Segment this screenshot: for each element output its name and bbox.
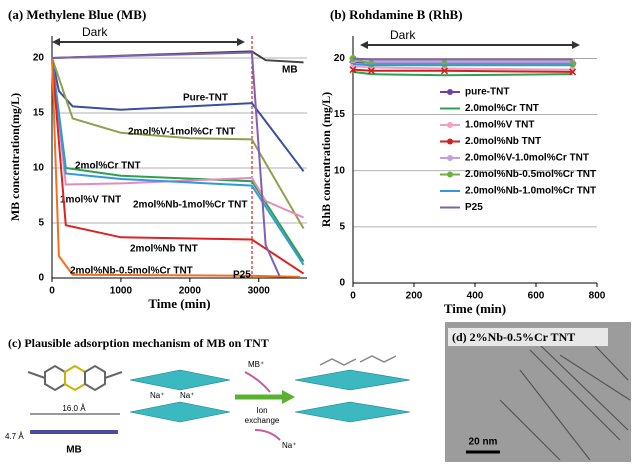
figure: (c) Plausible adsorption mechanism of MB… (0, 0, 633, 464)
series-line (52, 58, 304, 171)
panel-title: (d) 2%Nb-0.5%Cr TNT (452, 330, 575, 344)
length-label: 16.0 Å (62, 404, 86, 413)
thickness-label: 4.7 Å (5, 432, 24, 441)
arrow (255, 430, 280, 440)
series-label: 2mol%Nb TNT (130, 244, 198, 255)
series-label: 2mol%V-1mol%Cr TNT (128, 127, 235, 138)
x-tick-label: 0 (49, 286, 55, 297)
chart-title: (b) Rohdamine B (RhB) (330, 7, 463, 22)
ion-label: Na⁺ (282, 441, 296, 450)
series-line (353, 58, 573, 59)
legend-label: 2.0mol%Nb TNT (465, 136, 541, 147)
adsorbed-molecules (320, 356, 396, 365)
legend-label: 1.0mol%V TNT (465, 120, 534, 131)
marker (569, 61, 576, 68)
y-tick-label: 10 (33, 163, 45, 174)
y-tick-label: 5 (38, 218, 44, 229)
series-label: 1mol%V TNT (60, 195, 121, 206)
y-tick-label: 10 (334, 165, 346, 176)
legend-label: P25 (465, 202, 483, 213)
molecule-label: MB (66, 445, 82, 456)
x-tick-label: 400 (467, 291, 484, 302)
legend-label: pure-TNT (465, 87, 509, 98)
legend-label: 2.0mol%Nb-0.5mol%Cr TNT (465, 169, 596, 180)
y-axis-label: MB concentration(mg/L) (8, 93, 22, 221)
series-line (353, 61, 573, 62)
legend-marker (447, 139, 453, 145)
molecule-drawing (28, 366, 122, 432)
ion-label: MB⁺ (248, 360, 264, 369)
x-tick-label: 3000 (248, 286, 271, 297)
legend-label: 2.0mol%Nb-1.0mol%Cr TNT (465, 186, 596, 197)
x-axis-label: Time (min) (444, 301, 506, 316)
series-label: Pure-TNT (183, 93, 228, 104)
series-line (353, 66, 573, 69)
x-tick-label: 2000 (179, 286, 202, 297)
panel-d: (d) 2%Nb-0.5%Cr TNT 20 nm (445, 322, 631, 462)
legend-label: 2.0mol%V-1.0mol%Cr TNT (465, 153, 589, 164)
x-tick-label: 0 (350, 291, 356, 302)
legend-marker (447, 89, 453, 95)
y-tick-label: 0 (339, 278, 345, 289)
arrow-head (282, 390, 295, 404)
y-tick-label: 15 (33, 108, 45, 119)
chart-title: (a) Methylene Blue (MB) (8, 7, 146, 22)
y-tick-label: 20 (334, 53, 346, 64)
ion-label: Na⁺ (150, 391, 164, 400)
y-tick-label: 15 (334, 109, 346, 120)
y-axis-label: RhB concentration (mg/L) (319, 92, 333, 227)
legend-label: 2.0mol%Cr TNT (465, 103, 539, 114)
process-label: exchange (245, 416, 280, 425)
x-axis-label: Time (min) (148, 296, 210, 311)
legend-marker (447, 122, 453, 128)
x-tick-label: 800 (589, 291, 606, 302)
x-tick-label: 200 (406, 291, 423, 302)
annotation: Dark (390, 28, 416, 42)
panel-title: (c) Plausible adsorption mechanism of MB… (8, 336, 269, 350)
series-line (353, 64, 573, 65)
scale-label: 20 nm (469, 437, 498, 448)
y-tick-label: 20 (33, 53, 45, 64)
y-tick-label: 0 (38, 273, 44, 284)
x-tick-label: 1000 (110, 286, 133, 297)
ion-label: Na⁺ (180, 391, 194, 400)
annotation: Dark (82, 25, 108, 39)
x-tick-label: 600 (528, 291, 545, 302)
legend-marker (447, 155, 453, 161)
legend-marker (447, 172, 453, 178)
arrow (245, 372, 270, 392)
series-label: MB (282, 65, 298, 76)
series-label: 2mol%Cr TNT (75, 161, 141, 172)
series-label: 2mol%Nb-1mol%Cr TNT (133, 200, 247, 211)
panel-c: (c) Plausible adsorption mechanism of MB… (5, 336, 410, 456)
process-label: Ion (256, 406, 267, 415)
y-tick-label: 5 (339, 222, 345, 233)
series-label: P25 (233, 270, 251, 281)
series-label: 2mol%Nb-0.5mol%Cr TNT (70, 266, 193, 277)
marker (441, 61, 448, 68)
